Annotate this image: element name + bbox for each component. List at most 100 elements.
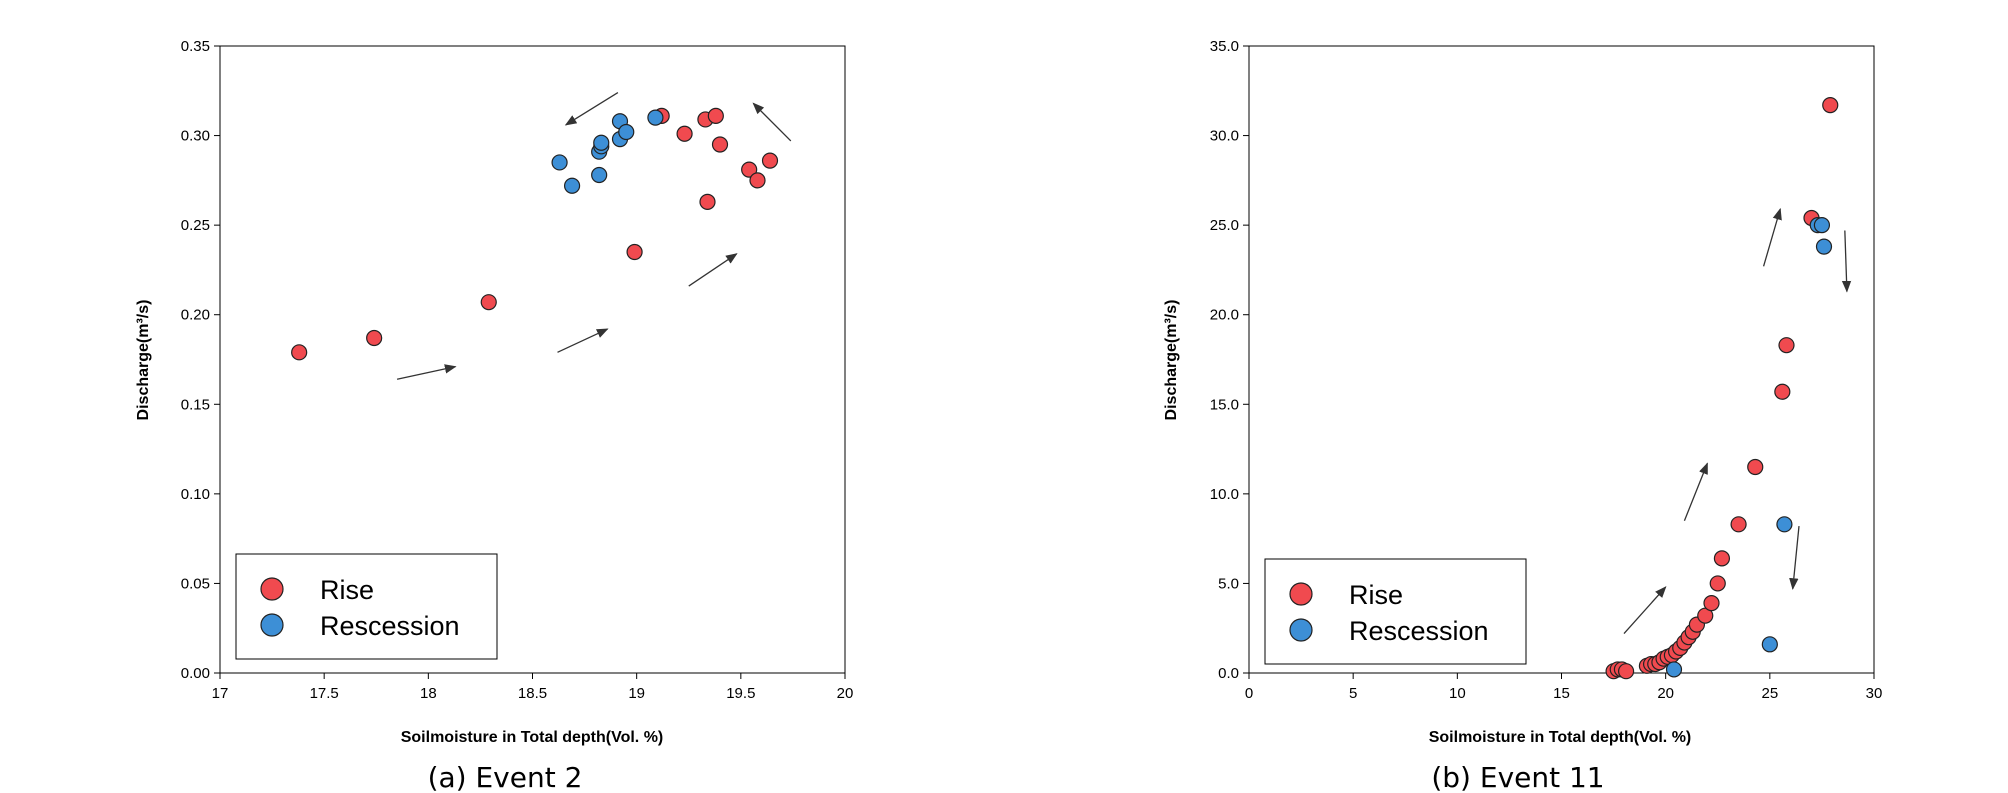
y-tick-label: 0.35 bbox=[181, 38, 210, 55]
legend-rise-marker bbox=[260, 577, 284, 601]
x-axis-ticks: 0 5 10 15 20 25 30 bbox=[1245, 673, 1883, 702]
legend-rise-marker bbox=[1289, 582, 1313, 606]
y-tick-label: 35.0 bbox=[1210, 38, 1239, 55]
x-tick-label: 15 bbox=[1553, 685, 1570, 702]
rise-point bbox=[626, 243, 643, 261]
x-tick-label: 30 bbox=[1866, 685, 1883, 702]
rise-point bbox=[1747, 458, 1764, 476]
trend-arrow bbox=[564, 92, 619, 126]
x-tick-label: 17.5 bbox=[310, 685, 339, 702]
x-tick-label: 10 bbox=[1449, 685, 1466, 702]
y-tick-label: 0.25 bbox=[181, 217, 210, 234]
legend-recession-marker bbox=[260, 613, 284, 637]
x-axis-ticks: 17 17.5 18 18.5 19 19.5 20 bbox=[212, 673, 854, 702]
y-tick-label: 0.05 bbox=[181, 575, 210, 592]
trend-arrow bbox=[1762, 207, 1782, 267]
chart-panel-event-2: 17 17.5 18 18.5 19 19.5 20 0.00 0.05 0.10 0.15 0.2… bbox=[135, 38, 853, 793]
trend-arrows bbox=[1623, 207, 1852, 635]
recession-point bbox=[1776, 516, 1793, 533]
x-tick-label: 25 bbox=[1761, 685, 1778, 702]
x-tick-label: 20 bbox=[1657, 685, 1674, 702]
y-tick-label: 20.0 bbox=[1210, 307, 1239, 324]
legend-recession-label: Rescession bbox=[320, 611, 460, 641]
trend-arrow bbox=[1623, 586, 1667, 635]
data-points bbox=[1605, 97, 1839, 680]
rise-point bbox=[711, 136, 729, 153]
y-axis-title: Discharge(m³/s) bbox=[1163, 300, 1180, 421]
recession-point bbox=[593, 134, 610, 151]
legend-recession-marker bbox=[1289, 618, 1313, 642]
recession-point bbox=[647, 109, 664, 126]
x-axis-title: Soilmoisture in Total depth(Vol. %) bbox=[401, 729, 664, 746]
recession-point bbox=[1815, 238, 1833, 255]
y-tick-label: 0.00 bbox=[181, 665, 210, 682]
y-tick-label: 0.15 bbox=[181, 396, 210, 413]
rise-point bbox=[1730, 516, 1747, 533]
rise-point bbox=[1709, 575, 1726, 592]
rise-point bbox=[1617, 663, 1635, 680]
y-tick-label: 15.0 bbox=[1210, 396, 1239, 413]
recession-point bbox=[1665, 661, 1683, 678]
trend-arrow bbox=[557, 328, 609, 353]
y-tick-label: 0.30 bbox=[181, 128, 210, 145]
rise-point bbox=[291, 344, 308, 361]
rise-point bbox=[761, 152, 779, 169]
trend-arrow bbox=[688, 253, 738, 287]
figure-caption: (b) Event 11 bbox=[1431, 761, 1604, 793]
y-axis-title: Discharge(m³/s) bbox=[135, 300, 152, 421]
y-tick-label: 0.10 bbox=[181, 486, 210, 503]
x-tick-label: 17 bbox=[212, 685, 229, 702]
recession-point bbox=[1761, 636, 1778, 653]
recession-point bbox=[1813, 217, 1831, 234]
trend-arrow bbox=[1683, 462, 1708, 521]
x-tick-label: 18.5 bbox=[518, 685, 547, 702]
y-axis-ticks: 0.0 5.0 10.0 15.0 20.0 25.0 30.0 35.0 bbox=[1210, 38, 1249, 682]
rise-point bbox=[749, 172, 766, 189]
y-tick-label: 10.0 bbox=[1210, 486, 1239, 503]
rise-point bbox=[480, 294, 497, 311]
rise-point bbox=[366, 329, 383, 347]
trend-arrow bbox=[1789, 526, 1800, 590]
rise-point bbox=[676, 125, 693, 142]
x-tick-label: 5 bbox=[1349, 685, 1357, 702]
legend-box bbox=[1264, 558, 1527, 665]
legend-box bbox=[235, 553, 498, 660]
trend-arrow bbox=[1841, 230, 1852, 293]
x-axis-title: Soilmoisture in Total depth(Vol. %) bbox=[1429, 729, 1692, 746]
rise-point bbox=[1774, 383, 1791, 400]
legend-rise-label: Rise bbox=[320, 575, 374, 605]
legend-rise-label: Rise bbox=[1349, 580, 1403, 610]
x-tick-label: 18 bbox=[420, 685, 437, 702]
x-tick-label: 20 bbox=[837, 685, 854, 702]
rise-point bbox=[1713, 550, 1731, 567]
legend: Rise Rescession bbox=[235, 553, 498, 660]
legend: Rise Rescession bbox=[1264, 558, 1527, 665]
trend-arrow bbox=[752, 102, 792, 142]
trend-arrow bbox=[396, 364, 457, 380]
recession-point bbox=[551, 154, 568, 171]
rise-point bbox=[707, 107, 724, 124]
y-axis-ticks: 0.00 0.05 0.10 0.15 0.20 0.25 0.30 0.35 bbox=[181, 38, 220, 682]
trend-arrows bbox=[396, 92, 792, 380]
x-tick-label: 19 bbox=[628, 685, 645, 702]
y-tick-label: 5.0 bbox=[1218, 575, 1239, 592]
x-tick-label: 0 bbox=[1245, 685, 1253, 702]
rise-point bbox=[699, 193, 716, 210]
chart-panel-event-11: 0 5 10 15 20 25 30 0.0 5.0 10.0 15.0 20.0 25.0 30.0 3… bbox=[1163, 38, 1882, 793]
figure-caption: (a) Event 2 bbox=[428, 761, 583, 793]
data-points bbox=[291, 107, 779, 361]
recession-point bbox=[591, 166, 608, 184]
y-tick-label: 25.0 bbox=[1210, 217, 1239, 234]
x-tick-label: 19.5 bbox=[726, 685, 755, 702]
legend-recession-label: Rescession bbox=[1349, 616, 1489, 646]
recession-point bbox=[563, 177, 581, 194]
y-tick-label: 0.20 bbox=[181, 307, 210, 324]
recession-point bbox=[618, 123, 635, 141]
rise-point bbox=[741, 161, 758, 178]
y-tick-label: 30.0 bbox=[1210, 128, 1239, 145]
rise-point bbox=[1703, 595, 1720, 612]
y-tick-label: 0.0 bbox=[1218, 665, 1239, 682]
rise-point bbox=[1778, 337, 1795, 354]
rise-point bbox=[1822, 97, 1839, 114]
